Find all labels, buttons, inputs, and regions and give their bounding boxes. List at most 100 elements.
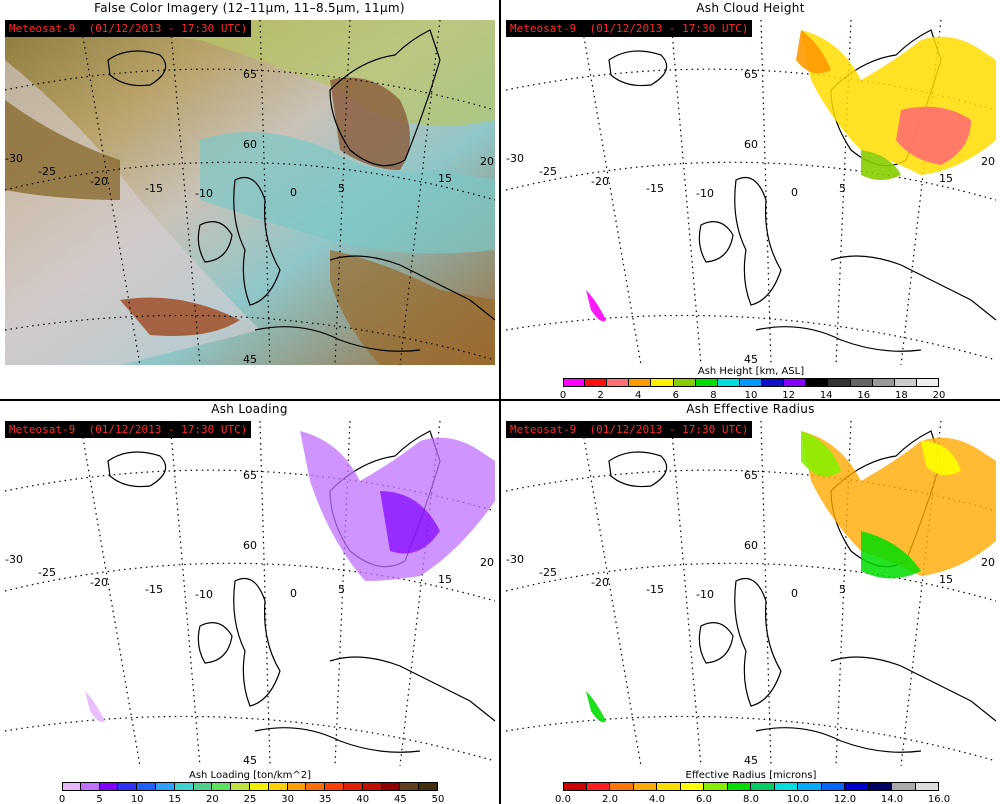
colorbar-segment [344,782,363,791]
colorbar-tick-label: 10.0 [786,794,810,804]
colorbar-segment [610,782,634,791]
lon-label: 5 [839,182,846,195]
colorbar-tick-label: 5 [96,794,103,804]
panel-title: Ash Effective Radius [686,402,815,416]
colorbar-title: Effective Radius [microns] [685,770,817,781]
colorbar-segment [193,782,213,791]
lat-label: 60 [243,539,257,552]
colorbar-segment [137,782,156,791]
lon-label: -25 [539,165,557,178]
colorbar-segment [680,782,704,791]
colorbar-tick-label: 20 [206,794,219,804]
false-color-panel: False Color Imagery (12–11μm, 11–8.5μm, … [0,0,499,399]
false-color-map: 65 60 45 -30 -25 -20 -15 -10 0 5 15 20 [4,19,496,366]
lat-label: 45 [744,754,758,767]
colorbar-segment [607,378,630,387]
lon-label: -10 [195,588,213,601]
colorbar-tick-label: 4 [635,390,642,399]
lat-label: 65 [243,469,257,482]
lon-label: -15 [145,583,163,596]
colorbar-tick-label: 2.0 [602,794,618,804]
ash-height-map: 65 60 45 -30 -25 -20 -15 -10 0 5 15 20 [505,19,997,366]
colorbar-tick-label: 6 [672,390,679,399]
lon-label: -15 [646,583,664,596]
lon-label: -15 [646,182,664,195]
lon-label: 15 [438,172,452,185]
colorbar-segment [657,782,681,791]
colorbar-title: Ash Loading [ton/km^2] [188,770,312,781]
lon-label: -30 [506,553,524,566]
colorbar-segment [633,782,657,791]
colorbar-segment [212,782,232,791]
colorbar-segment [156,782,175,791]
colorbar-segment [231,782,250,791]
panel-title: Ash Loading [211,402,288,416]
lon-label: 20 [480,556,494,569]
colorbar-frame [563,782,939,791]
colorbar-segment [62,782,81,791]
lon-label: 5 [338,583,345,596]
lon-label: -25 [539,566,557,579]
colorbar-tick-label: 20 [932,390,946,399]
colorbar-segment [762,378,785,387]
panel-title: False Color Imagery (12–11μm, 11–8.5μm, … [94,1,405,15]
satellite-label: Meteosat-9 (01/12/2013 - 17:30 UTC) [506,20,753,37]
lat-label: 45 [243,754,257,767]
colorbar-segment [821,782,845,791]
colorbar-segment [806,378,829,387]
lon-label: -30 [5,553,23,566]
colorbar-segment [751,782,775,791]
colorbar-segment [798,782,822,791]
colorbar-segment [362,782,382,791]
colorbar-segment [325,782,344,791]
lon-label: -20 [90,576,108,589]
lon-label: 20 [981,556,995,569]
ash-loading-map: 65 60 45 -30 -25 -20 -15 -10 0 5 15 20 [4,420,496,767]
lon-label: 15 [939,573,953,586]
lon-label: -30 [5,152,23,165]
colorbar-segment [306,782,326,791]
lon-label: -20 [591,576,609,589]
colorbar-tick-label: 10 [130,794,144,804]
colorbar-tick-label: 0 [58,794,66,804]
colorbar-segment [845,782,869,791]
lon-label: -10 [696,187,714,200]
colorbar-segment [739,378,763,387]
colorbar-tick-label: 18 [895,390,908,399]
colorbar-segment [268,782,288,791]
lon-label: -25 [38,566,56,579]
colorbar-tick-label: 0.0 [555,794,571,804]
lon-label: 5 [839,583,846,596]
colorbar-tick-label: 14.0 [880,794,904,804]
colorbar-tick-label: 12.0 [833,794,857,804]
lat-label: 45 [243,353,257,366]
colorbar-segment [174,782,194,791]
colorbar-segment [250,782,269,791]
colorbar-tick-label: 25 [243,794,257,804]
colorbar-segment [892,782,916,791]
ash-loading-colorbar: Ash Loading [ton/km^2] 0 5 10 15 20 25 30 35 40 4… [58,770,445,804]
lat-label: 60 [243,138,257,151]
colorbar-tick-label: 2 [597,390,604,399]
ash-loading-panel: Ash Loading 65 60 45 -30 -25 -20 -15 [0,401,499,804]
colorbar-segment [381,782,401,791]
colorbar-tick-label: 14 [819,390,833,399]
lon-label: 0 [791,186,798,199]
colorbar-tick-label: 16.0 [927,794,951,804]
lon-label: -15 [145,182,163,195]
colorbar-tick-label: 8.0 [743,794,759,804]
lon-label: -20 [90,175,108,188]
ash-radius-map: 65 60 45 -30 -25 -20 -15 -10 0 5 15 20 [505,420,997,767]
colorbar-tick-label: 4.0 [649,794,665,804]
lon-label: 0 [290,587,297,600]
satellite-label: Meteosat-9 (01/12/2013 - 17:30 UTC) [506,421,753,438]
colorbar-segment [629,378,652,387]
colorbar-segment [400,782,420,791]
colorbar-segment [651,378,674,387]
ash-radius-panel: Ash Effective Radius 65 60 45 -30 [501,401,1000,804]
lat-label: 60 [744,138,758,151]
colorbar-segment [784,378,807,387]
colorbar-segment [850,378,873,387]
lat-label: 65 [744,68,758,81]
lon-label: -30 [506,152,524,165]
